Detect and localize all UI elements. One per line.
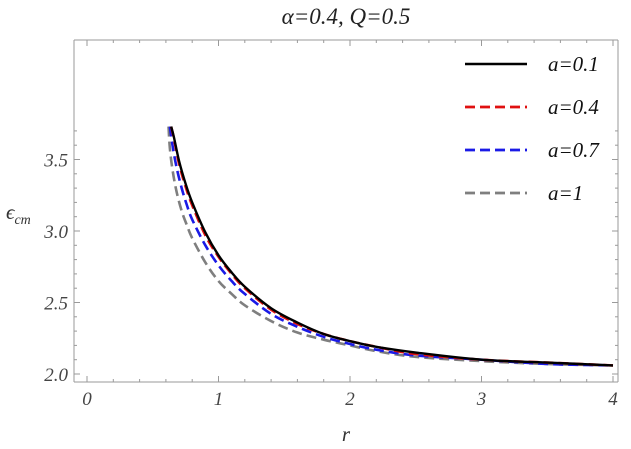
x-tick-label: 1	[214, 389, 224, 410]
tick-labels: 0 1 2 3 4 2.0 2.5 3.0 3.5	[43, 151, 618, 411]
y-tick-label: 2.5	[44, 294, 68, 315]
series-layer	[167, 126, 614, 367]
series-line-a-1	[167, 126, 614, 367]
ticks	[74, 40, 618, 382]
y-axis-title-sub: cm	[14, 213, 30, 228]
plot-frame	[73, 39, 619, 383]
x-tick-label: 4	[608, 389, 618, 410]
x-tick-label: 0	[82, 389, 92, 410]
series-line-a-0-4	[169, 126, 614, 367]
y-axis-title-main: ϵ	[6, 200, 16, 224]
x-tick-label: 3	[476, 389, 487, 410]
y-tick-label: 3.0	[43, 222, 68, 243]
legend-label: a=1	[548, 181, 583, 205]
legend-label: a=0.1	[548, 52, 599, 76]
y-axis-title: ϵcm	[6, 200, 31, 228]
x-tick-label: 2	[345, 389, 355, 410]
legend-label: a=0.7	[548, 138, 600, 162]
legend: a=0.1 a=0.4 a=0.7 a=1	[465, 52, 600, 205]
chart-title: α=0.4, Q=0.5	[282, 4, 411, 29]
series-line-a-0-1	[169, 126, 614, 367]
x-axis-title: r	[342, 422, 351, 446]
legend-label: a=0.4	[548, 95, 599, 119]
series-line-a-0-7	[168, 126, 614, 367]
y-tick-label: 2.0	[44, 365, 68, 386]
y-tick-label: 3.5	[43, 151, 68, 172]
